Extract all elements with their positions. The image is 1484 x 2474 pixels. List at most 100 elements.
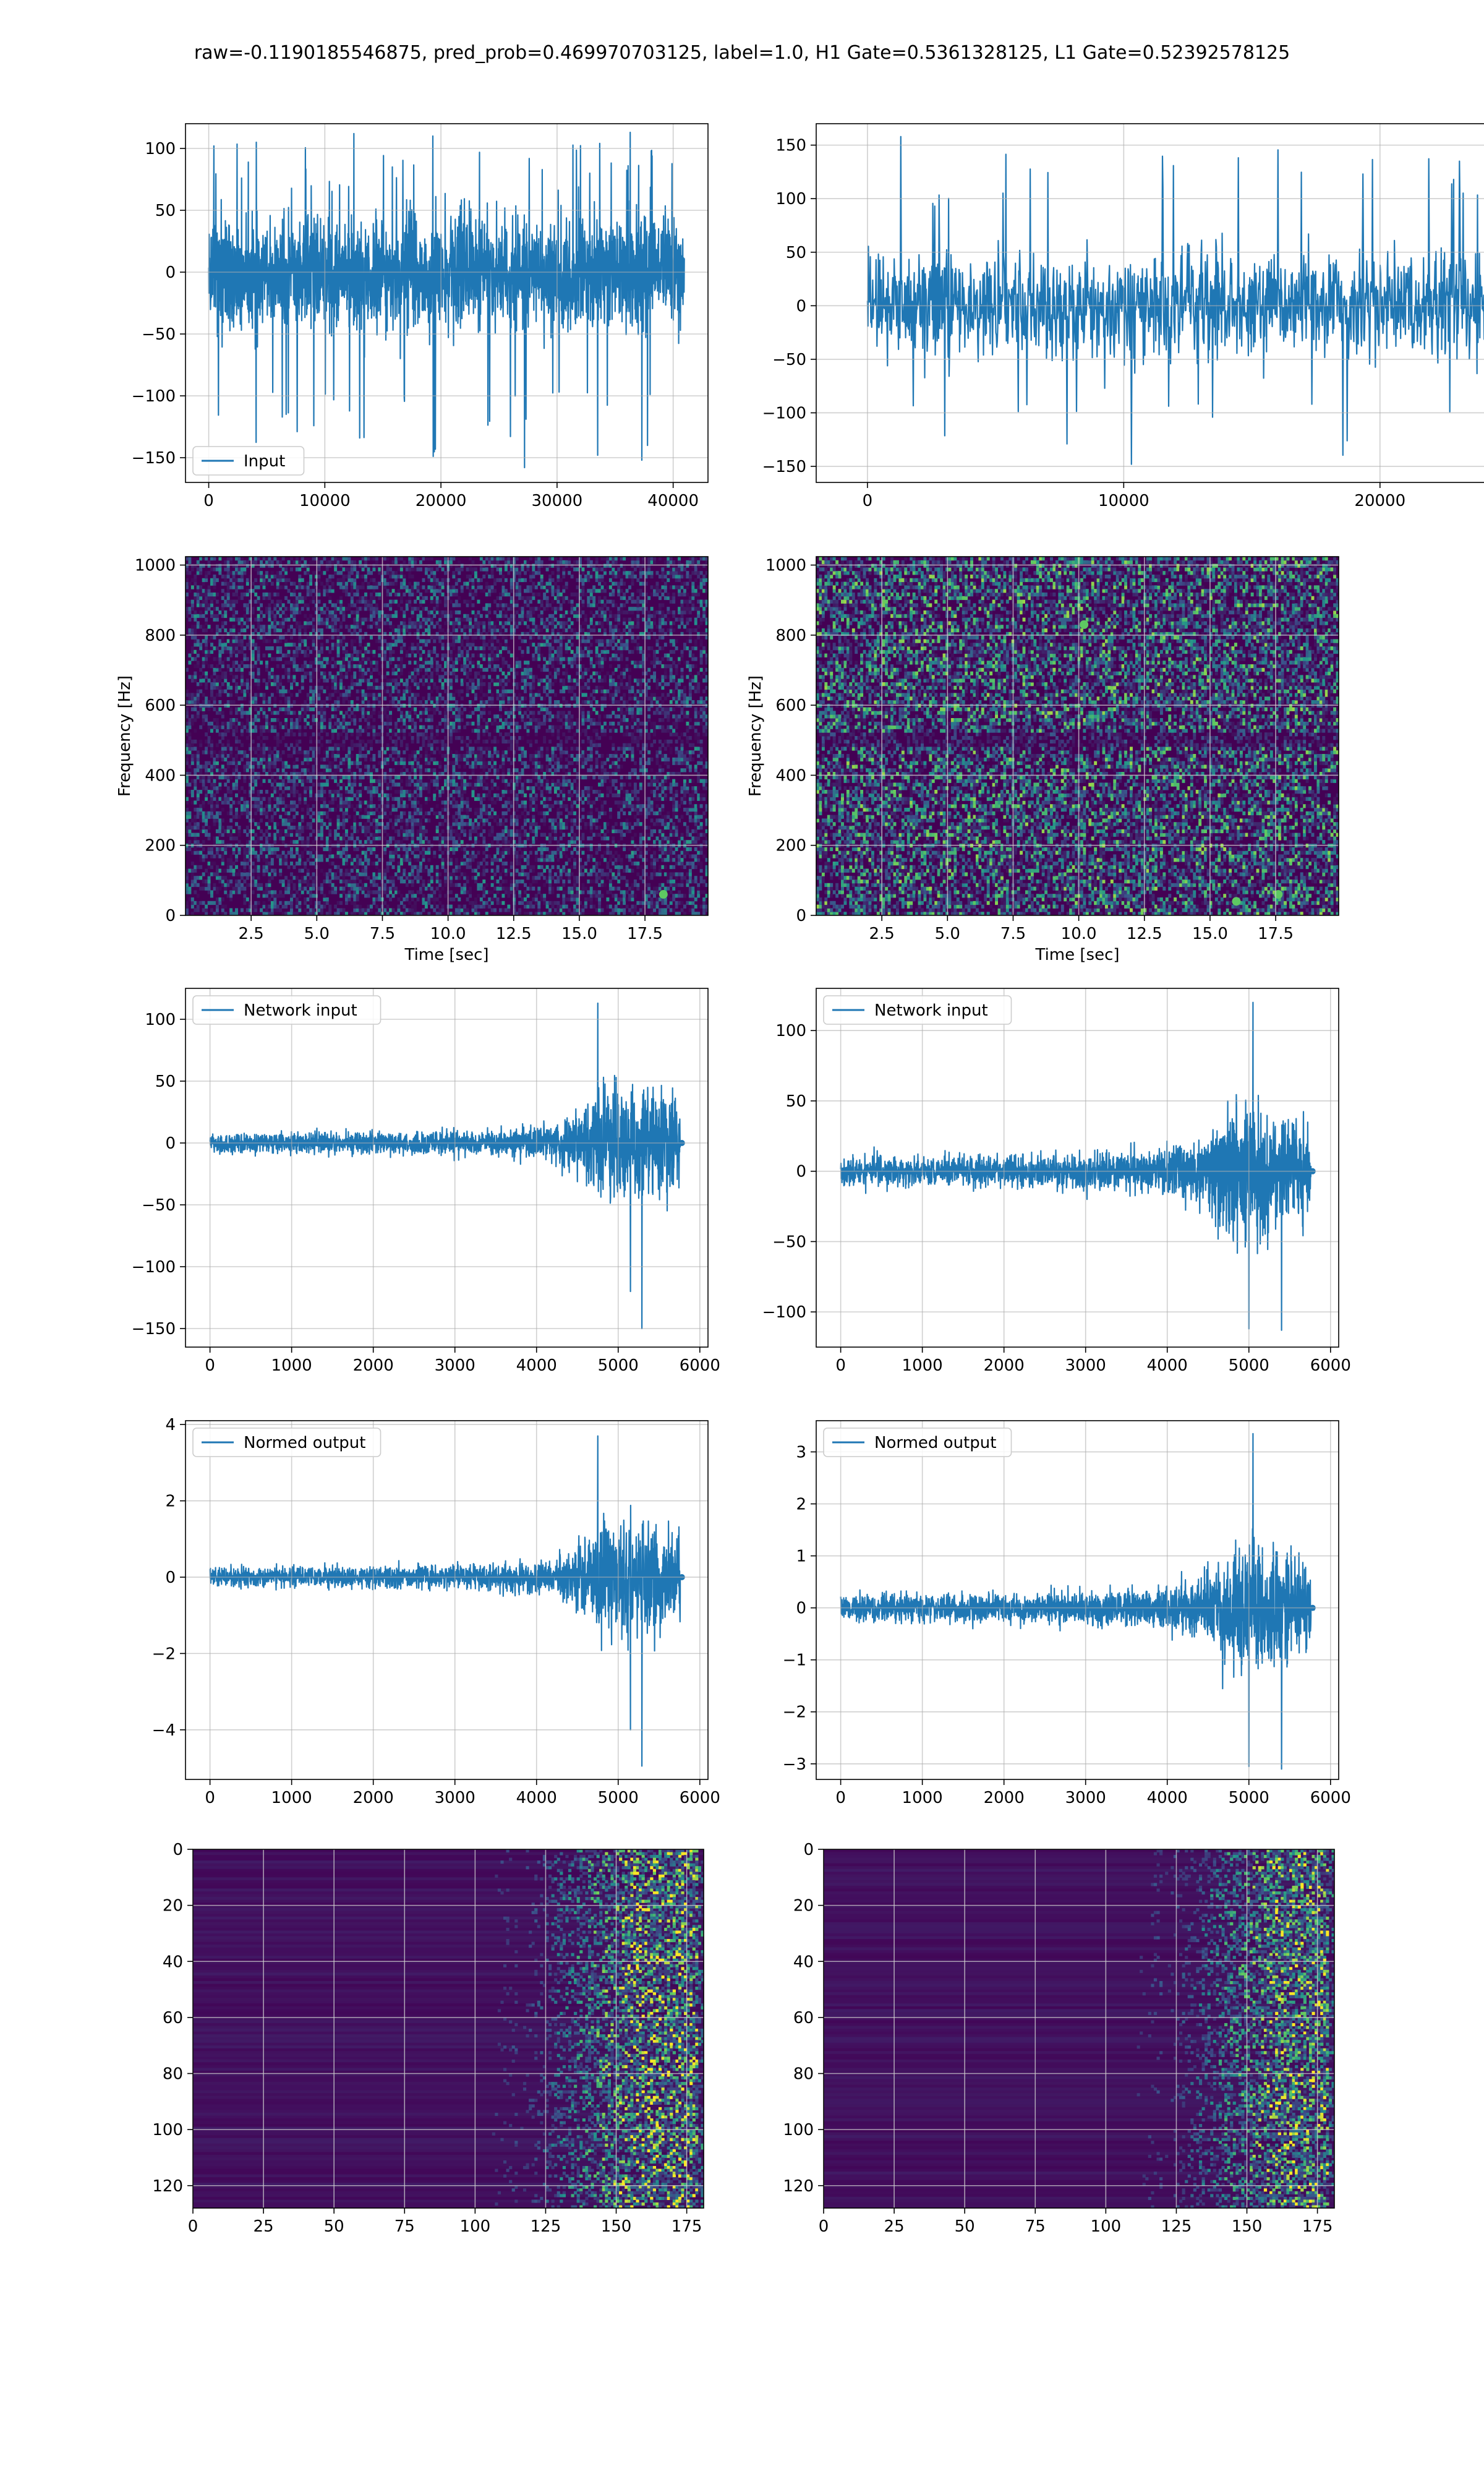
spec-cell xyxy=(342,700,346,704)
spec-cell xyxy=(309,675,313,679)
spec-cell xyxy=(240,585,244,589)
spec-cell xyxy=(444,603,447,607)
spec-cell xyxy=(438,761,442,765)
spec-cell xyxy=(353,646,357,651)
spec-cell xyxy=(419,646,422,651)
spec-cell xyxy=(414,675,417,679)
spec-cell xyxy=(221,635,224,640)
spec-cell xyxy=(199,829,203,834)
spec-cell xyxy=(292,603,296,607)
spec-cell xyxy=(215,815,219,819)
spec-cell xyxy=(348,653,351,657)
spec-cell xyxy=(262,631,266,636)
spec-cell xyxy=(331,693,335,697)
spec-cell xyxy=(372,757,376,762)
spec-cell xyxy=(356,886,359,891)
spec-cell xyxy=(186,808,189,812)
spec-cell xyxy=(441,646,445,651)
spec-cell xyxy=(224,581,228,586)
spec-cell xyxy=(325,826,329,830)
spec-cell xyxy=(336,736,340,740)
spec-cell xyxy=(279,872,283,876)
spec-cell xyxy=(304,886,307,891)
spec-cell xyxy=(320,833,323,837)
spec-cell xyxy=(397,603,401,607)
spec-cell xyxy=(441,585,445,589)
spec-cell xyxy=(194,635,197,640)
spec-cell xyxy=(229,897,233,902)
spec-cell xyxy=(221,621,224,625)
spec-cell xyxy=(215,790,219,794)
spec-cell xyxy=(427,557,431,561)
spec-cell xyxy=(301,868,304,873)
spec-cell xyxy=(367,818,370,823)
spec-cell xyxy=(251,868,255,873)
spec-cell xyxy=(226,811,230,816)
spec-cell xyxy=(328,596,332,601)
spec-cell xyxy=(411,560,414,565)
spec-cell xyxy=(411,840,414,844)
spec-cell xyxy=(273,847,277,852)
spec-cell xyxy=(243,890,247,894)
spec-cell xyxy=(339,625,343,629)
spec-cell xyxy=(205,912,208,915)
spec-cell xyxy=(427,858,431,862)
spec-cell xyxy=(378,685,382,690)
spec-cell xyxy=(422,829,425,834)
spec-cell xyxy=(270,775,274,780)
spec-cell xyxy=(260,883,263,888)
spec-cell xyxy=(315,904,318,909)
spec-cell xyxy=(430,596,433,601)
spec-cell xyxy=(265,847,268,852)
spec-cell xyxy=(323,711,326,715)
spec-cell xyxy=(315,797,318,801)
spec-cell xyxy=(188,721,192,726)
spec-cell xyxy=(190,883,194,888)
spec-cell xyxy=(408,818,412,823)
spec-cell xyxy=(367,643,370,647)
spec-cell xyxy=(298,635,302,640)
spec-cell xyxy=(344,829,348,834)
spec-cell xyxy=(444,808,447,812)
spec-cell xyxy=(435,826,439,830)
spec-cell xyxy=(232,850,236,855)
spec-cell xyxy=(427,585,431,589)
spec-cell xyxy=(284,567,288,571)
spec-cell xyxy=(265,700,268,704)
spec-cell xyxy=(213,678,216,683)
spec-cell xyxy=(411,872,414,876)
spec-cell xyxy=(279,757,283,762)
spec-cell xyxy=(416,847,420,852)
spec-cell xyxy=(348,804,351,808)
spec-cell xyxy=(254,700,258,704)
spec-cell xyxy=(323,675,326,679)
spec-cell xyxy=(323,671,326,675)
spec-cell xyxy=(320,912,323,915)
spec-cell xyxy=(312,797,315,801)
spec-cell xyxy=(441,593,445,597)
spec-cell xyxy=(411,729,414,733)
spec-cell xyxy=(205,617,208,622)
spec-cell xyxy=(268,639,271,643)
spec-cell xyxy=(262,585,266,589)
spec-cell xyxy=(298,718,302,722)
spec-cell xyxy=(257,790,260,794)
spec-cell xyxy=(290,635,293,640)
spec-cell xyxy=(361,883,365,888)
spec-cell xyxy=(394,757,398,762)
spec-cell xyxy=(367,607,370,611)
spec-cell xyxy=(356,631,359,636)
spec-cell xyxy=(416,897,420,902)
spec-cell xyxy=(399,696,403,701)
spec-cell xyxy=(188,747,192,751)
spec-cell xyxy=(416,617,420,622)
spec-cell xyxy=(224,575,228,579)
spec-cell xyxy=(408,617,412,622)
spec-cell xyxy=(207,596,211,601)
spec-cell xyxy=(315,661,318,665)
spec-cell xyxy=(243,797,247,801)
spec-cell xyxy=(331,808,335,812)
spec-cell xyxy=(284,661,288,665)
spec-cell xyxy=(334,610,338,615)
spec-cell xyxy=(348,757,351,762)
